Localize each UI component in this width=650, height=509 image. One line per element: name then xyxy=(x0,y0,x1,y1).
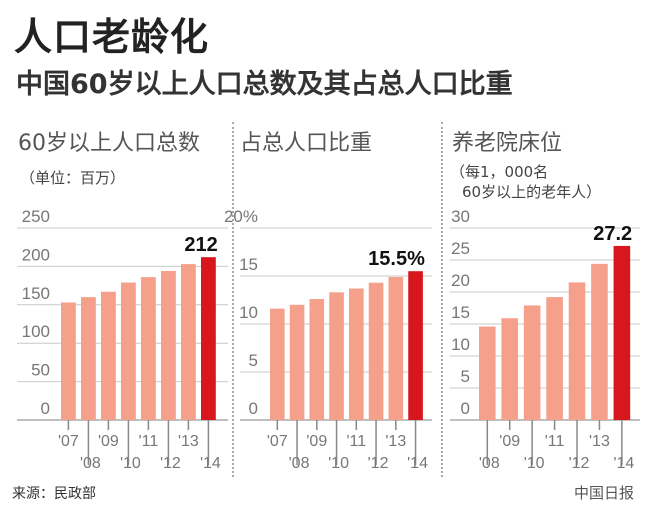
bar xyxy=(270,308,285,420)
y-tick-label: 5 xyxy=(249,351,258,370)
data-label: 15.5% xyxy=(368,248,425,270)
x-tick-label: '10 xyxy=(120,455,141,472)
x-tick-label: '13 xyxy=(385,433,406,450)
bar xyxy=(568,282,586,420)
subtitle: 中国60岁以上人口总数及其占总人口比重 xyxy=(16,69,513,100)
x-tick-label: '08 xyxy=(479,455,500,472)
chart1-unit: （单位：百万） xyxy=(20,169,126,187)
x-tick-label: '12 xyxy=(368,455,389,472)
bar xyxy=(121,282,136,420)
divider xyxy=(441,122,443,477)
x-tick-label: '10 xyxy=(328,455,349,472)
y-tick-label: 25 xyxy=(451,239,470,258)
x-tick-label: '08 xyxy=(289,455,310,472)
x-tick-label: '12 xyxy=(160,455,181,472)
main-title: 人口老龄化 xyxy=(14,15,210,59)
bar xyxy=(201,257,216,420)
x-tick-label: '08 xyxy=(80,455,101,472)
x-tick-label: '07 xyxy=(267,433,288,450)
brand-logo: 中国日报 xyxy=(573,484,634,502)
chart1-title: 60岁以上人口总数 xyxy=(18,131,200,156)
x-tick-label: '11 xyxy=(346,433,366,450)
x-tick-label: '09 xyxy=(306,433,327,450)
y-tick-label: 0 xyxy=(41,399,50,418)
chart2-title: 占总人口比重 xyxy=(240,131,373,156)
divider xyxy=(232,122,234,477)
y-tick-label: 200 xyxy=(22,245,50,264)
y-tick-label: 5 xyxy=(461,367,470,386)
bar xyxy=(81,297,96,420)
y-tick-label: 20 xyxy=(451,271,470,290)
y-tick-label: 10 xyxy=(451,335,470,354)
bar xyxy=(388,276,404,420)
bar xyxy=(161,271,176,420)
y-tick-label: 250 xyxy=(22,207,50,226)
y-tick-label: 20% xyxy=(224,207,258,226)
y-tick-label: 15 xyxy=(239,255,258,274)
source-note: 来源：民政部 xyxy=(12,486,96,502)
y-tick-label: 0 xyxy=(249,399,258,418)
y-tick-label: 10 xyxy=(239,303,258,322)
chart3-unit-line2: 60岁以上的老年人） xyxy=(462,183,602,201)
x-tick-label: '14 xyxy=(407,455,428,472)
bar xyxy=(101,291,116,420)
bar xyxy=(501,318,519,420)
bar xyxy=(329,292,344,420)
y-tick-label: 30 xyxy=(451,207,470,226)
bar xyxy=(181,264,196,420)
bar xyxy=(349,288,364,420)
bar xyxy=(309,299,325,420)
bar xyxy=(368,282,384,420)
bar xyxy=(408,271,423,420)
bar xyxy=(479,326,496,420)
x-tick-label: '14 xyxy=(613,455,634,472)
bar xyxy=(141,277,156,420)
bar xyxy=(546,297,563,420)
x-tick-label: '10 xyxy=(524,455,545,472)
chart3-title: 养老院床位 xyxy=(452,131,563,156)
x-tick-label: '13 xyxy=(178,433,199,450)
x-tick-label: '07 xyxy=(58,433,79,450)
x-tick-label: '09 xyxy=(499,433,520,450)
bar xyxy=(61,302,76,420)
y-tick-label: 0 xyxy=(461,399,470,418)
x-tick-label: '11 xyxy=(139,433,159,450)
bar xyxy=(289,304,305,420)
y-tick-label: 50 xyxy=(31,361,50,380)
bar xyxy=(613,245,631,420)
y-tick-label: 15 xyxy=(451,303,470,322)
data-label: 212 xyxy=(184,234,217,256)
y-tick-label: 150 xyxy=(22,284,50,303)
chart3-unit-line1: （每1，000名 xyxy=(450,163,549,181)
y-tick-label: 100 xyxy=(22,322,50,341)
data-label: 27.2 xyxy=(593,223,632,245)
bar xyxy=(591,263,608,420)
x-tick-label: '13 xyxy=(589,433,610,450)
x-tick-label: '14 xyxy=(200,455,221,472)
bar xyxy=(523,305,541,420)
x-tick-label: '09 xyxy=(98,433,119,450)
x-tick-label: '11 xyxy=(545,433,565,450)
x-tick-label: '12 xyxy=(569,455,590,472)
